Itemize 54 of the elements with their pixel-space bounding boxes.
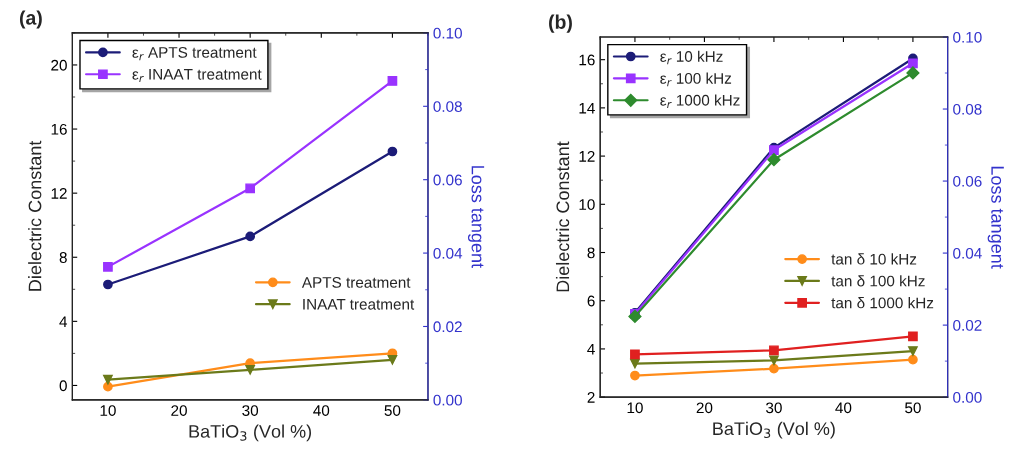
legend-label: tan δ 1000 kHz xyxy=(831,297,934,309)
y2-tick-label: 0.08 xyxy=(953,103,982,115)
y-tick-label: 12 xyxy=(51,188,67,199)
y-tick-label: 2 xyxy=(587,392,595,403)
x-axis-title: BaTiO$_{3}$ (Vol %) xyxy=(189,424,312,442)
chart-title: (b) xyxy=(549,14,572,33)
legend-label: INAAT treatment xyxy=(303,299,415,310)
y-tick-label: 12 xyxy=(579,150,595,162)
y-tick-label: 4 xyxy=(587,343,595,355)
y-tick-label: 4 xyxy=(59,316,68,327)
x-tick-label: 20 xyxy=(171,405,187,416)
y2-axis-title: Loss tangent xyxy=(987,166,1004,269)
y2-tick-label: 0.04 xyxy=(433,247,463,259)
y2-axis-title: Loss tangent xyxy=(467,166,485,268)
x-tick-label: 30 xyxy=(766,402,782,414)
chart-title: (a) xyxy=(19,10,42,29)
legend-label: tan δ 100 kHz xyxy=(831,275,925,287)
legend-label: APTS treatment xyxy=(301,277,411,288)
y-axis-title: Dielectric Constant xyxy=(555,141,570,292)
x-tick-label: 10 xyxy=(100,405,116,416)
y2-tick-label: 0.02 xyxy=(433,321,462,333)
y-tick-label: 14 xyxy=(579,102,595,114)
x-tick-label: 40 xyxy=(313,405,330,416)
y-tick-label: 8 xyxy=(59,252,67,263)
y-tick-label: 6 xyxy=(587,295,595,307)
y2-tick-label: 0.10 xyxy=(953,31,982,43)
y2-tick-label: 0.10 xyxy=(433,27,462,39)
legend-label: ε$_{r}$ 1000 kHz xyxy=(660,94,740,109)
y2-tick-label: 0.00 xyxy=(433,394,462,406)
legend-label: ε$_{r}$ 10 kHz xyxy=(660,50,723,65)
y2-tick-label: 0.04 xyxy=(953,247,982,259)
y-tick-label: 16 xyxy=(579,54,595,66)
y-tick-label: 16 xyxy=(51,123,67,135)
x-tick-label: 50 xyxy=(384,405,401,416)
y2-tick-label: 0.08 xyxy=(433,101,462,112)
legend-label: ε$_{r}$ INAAT treatment xyxy=(132,69,262,83)
legend-label: ε$_{r}$ 100 kHz xyxy=(660,72,732,87)
x-tick-label: 20 xyxy=(696,402,713,414)
x-tick-label: 10 xyxy=(627,402,643,414)
x-tick-label: 30 xyxy=(242,405,259,416)
x-axis-title: BaTiO$_{3}$ (Vol %) xyxy=(713,421,835,439)
y-tick-label: 20 xyxy=(51,59,67,71)
y2-tick-label: 0.06 xyxy=(433,174,462,186)
y-tick-label: 0 xyxy=(59,380,67,392)
legend-label: tan δ 10 kHz xyxy=(831,253,917,265)
y2-tick-label: 0.00 xyxy=(953,392,982,403)
legend-label: ε$_{r}$ APTS treatment xyxy=(132,47,257,61)
y2-tick-label: 0.06 xyxy=(953,175,982,187)
y2-tick-label: 0.02 xyxy=(953,319,982,331)
x-tick-label: 50 xyxy=(905,402,921,414)
y-tick-label: 8 xyxy=(587,247,595,259)
y-axis-title: Dielectric Constant xyxy=(28,140,42,291)
x-tick-label: 40 xyxy=(835,402,852,414)
y-tick-label: 10 xyxy=(579,199,595,210)
